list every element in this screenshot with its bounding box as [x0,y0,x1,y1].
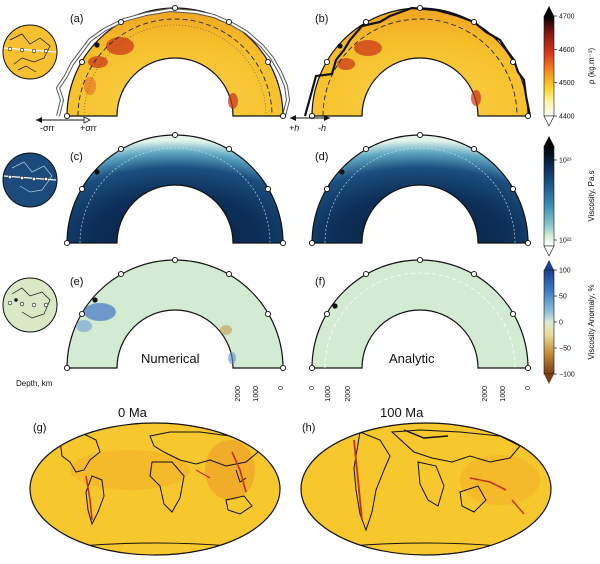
panel-label-a: (a) [70,13,83,25]
globe-icon [2,24,58,80]
depth-axis-left: Depth, km [16,379,53,388]
globe-icon [2,277,58,333]
panel-b: (b) [303,4,532,120]
minus-h-label: -h [318,123,326,133]
depth-tick-label: 0 [309,386,316,390]
density-colorbar-label: ρ (kg.m⁻³) [587,48,596,85]
colorbar-tick-label: −50 [559,346,571,353]
depth-tick-label: 2000 [345,386,352,402]
annulus-viscosity-analytic [311,134,529,244]
annulus-anomaly-analytic [311,259,529,369]
panel-g: 0 Ma (g) [29,405,281,556]
minus-sigma-label: -σrr [40,123,55,133]
depth-axis-label: Depth, km [16,379,53,388]
globe-viscosity [2,152,58,208]
stress-arrow: -σrr +σrr [36,116,97,133]
colorbar-tick-label: 0 [559,320,563,327]
depth-tick-label: 1000 [500,386,507,402]
panel-label-c: (c) [70,151,83,163]
arrow-icon [290,115,296,121]
panel-h: 100 Ma (h) [300,405,552,556]
colorbar-anomaly: 100 50 0 −50 −100 Viscosity Anomaly, % [543,260,596,384]
colorbar-density: 4700 4600 4500 4400 ρ (kg.m⁻³) [543,6,596,127]
time-label-100ma: 100 Ma [380,405,424,420]
colorbar-viscosity: 10²³ 10²² Viscosity, Pa.s [543,136,596,257]
topography-arrow: +h -h [289,115,330,133]
panel-label-e: (e) [70,276,83,288]
annulus-viscosity-numerical [66,134,284,244]
numerical-caption: Numerical [141,351,200,366]
colorbar-tick-label: 4500 [559,80,575,87]
panel-label-h: (h) [302,422,315,434]
depth-tick-label: 1000 [325,386,332,402]
panel-e: (e) Numerical [63,256,287,372]
depth-tick-label: 1000 [253,386,260,402]
colorbar-tick-label: −100 [559,372,575,379]
panel-label-b: (b) [315,13,328,25]
colorbar-tick-label: 10²² [559,238,572,245]
plus-h-label: +h [289,123,299,133]
colorbar-tick-label: 50 [559,294,567,301]
depth-axis-panel-f-right: 2000 1000 0 [482,386,532,402]
panel-label-f: (f) [315,276,325,288]
colorbar-tick-label: 10²³ [559,158,572,165]
globe-density [2,24,58,80]
panel-c: (c) [63,131,287,247]
depth-tick-label: 0 [525,386,532,390]
annulus-anomaly-numerical [66,259,284,369]
plus-sigma-label: +σrr [80,123,97,133]
panel-f: (f) Analytic [308,256,532,372]
colorbar-tick-label: 4400 [559,114,575,121]
depth-tick-label: 2000 [235,386,242,402]
colorbar-tick-label: 4700 [559,14,575,21]
topography-line [303,6,532,117]
viscosity-colorbar-label: Viscosity, Pa.s [587,170,596,221]
map-density-0ma [30,423,280,555]
colorbar-tick-label: 4600 [559,47,575,54]
depth-tick-label: 0 [278,386,285,390]
depth-axis-panel-e-right: 2000 1000 0 [235,386,285,402]
depth-tick-label: 2000 [482,386,489,402]
anomaly-colorbar-label: Viscosity Anomaly, % [587,284,596,359]
map-density-100ma [301,423,551,555]
globe-anomaly [2,277,58,333]
panel-a: (a) [55,4,291,120]
panel-label-d: (d) [315,151,328,163]
time-label-0ma: 0 Ma [118,405,148,420]
panel-d: (d) [308,131,532,247]
panel-label-g: (g) [33,422,46,434]
analytic-caption: Analytic [389,351,435,366]
colorbar-tick-label: 100 [559,268,571,275]
arrow-icon [36,117,42,123]
depth-axis-panel-f-left: 0 1000 2000 [309,386,352,402]
